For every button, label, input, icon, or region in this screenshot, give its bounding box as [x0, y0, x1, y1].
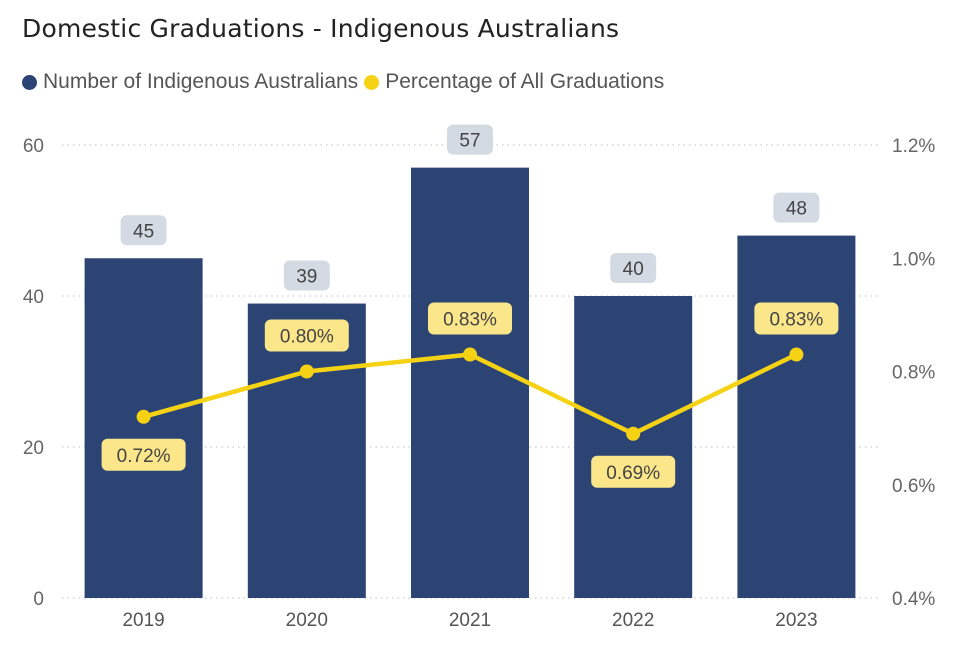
y-right-tick-label: 1.2%: [892, 136, 935, 157]
bar-data-label: 57: [459, 131, 480, 152]
line-data-label-bg: [101, 438, 186, 471]
line-data-label: 0.80%: [280, 327, 334, 348]
line-point-2022[interactable]: [626, 426, 641, 441]
y-right-tick-label: 0.6%: [892, 476, 935, 497]
bar-2019[interactable]: [84, 258, 203, 598]
line-data-label-bg: [754, 302, 839, 335]
bar-data-label-bg: [447, 124, 493, 155]
x-tick-label: 2019: [122, 610, 164, 631]
y-right-tick-label: 0.4%: [892, 589, 935, 610]
bar-data-label-bg: [120, 215, 167, 246]
line-point-2021[interactable]: [463, 347, 477, 362]
line-data-label: 0.72%: [117, 446, 171, 467]
legend-dot-percentage: [364, 74, 380, 90]
bar-2021[interactable]: [411, 167, 529, 598]
y-left-tick-label: 20: [23, 438, 44, 459]
x-tick-label: 2023: [775, 610, 817, 631]
line-point-2020[interactable]: [299, 364, 314, 379]
bar-data-label: 39: [296, 267, 317, 288]
y-right-tick-label: 0.8%: [892, 363, 935, 384]
legend-dot-number: [22, 74, 37, 90]
line-data-label-bg: [428, 302, 512, 335]
bar-data-label-bg: [610, 253, 657, 283]
y-left-tick-label: 40: [23, 287, 44, 308]
chart-title: Domestic Graduations - Indigenous Austra…: [22, 14, 620, 43]
legend-label-percentage: Percentage of All Graduations: [385, 70, 665, 93]
legend: Number of Indigenous Australians Percent…: [22, 70, 670, 94]
line-data-label: 0.83%: [443, 310, 497, 331]
y-left-tick-label: 0: [33, 589, 44, 610]
line-data-label: 0.83%: [769, 310, 823, 331]
bar-2020[interactable]: [247, 303, 366, 598]
line-point-2019[interactable]: [136, 409, 151, 424]
legend-item-number[interactable]: Number of Indigenous Australians: [22, 70, 358, 94]
bar-data-label: 48: [786, 199, 807, 220]
y-left-tick-label: 60: [23, 136, 44, 157]
bar-2022[interactable]: [574, 296, 693, 598]
line-data-label: 0.69%: [606, 463, 660, 484]
y-right-tick-label: 1.0%: [892, 249, 935, 270]
x-tick-label: 2022: [612, 610, 654, 631]
line-data-label-bg: [591, 455, 676, 488]
bar-data-label: 45: [133, 221, 154, 242]
bar-data-label-bg: [283, 260, 330, 291]
legend-label-number: Number of Indigenous Australians: [43, 70, 359, 93]
line-data-label-bg: [264, 319, 349, 352]
bar-2023[interactable]: [737, 235, 856, 598]
x-tick-label: 2020: [286, 610, 328, 631]
line-point-2023[interactable]: [789, 347, 804, 362]
x-tick-label: 2021: [449, 610, 491, 631]
bar-data-label-bg: [773, 192, 820, 223]
legend-item-percentage[interactable]: Percentage of All Graduations: [364, 70, 664, 94]
bar-data-label: 40: [623, 259, 644, 280]
